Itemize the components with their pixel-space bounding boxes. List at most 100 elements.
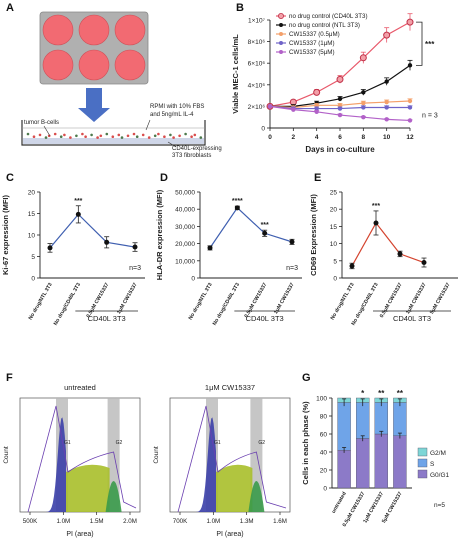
- data-point: [207, 245, 213, 251]
- s-phase-area: [216, 464, 253, 512]
- feeder-layer: [23, 138, 204, 144]
- y-axis-label: Count: [153, 446, 160, 464]
- x-tick-label: 500K: [23, 518, 38, 525]
- y-tick-label: 25: [330, 190, 338, 197]
- panel-e-cd69-chart: 0 5 10 15 20 25 CD69 Expression (MFI) *** No dru…: [309, 190, 458, 327]
- x-tick-label: 6: [338, 134, 342, 141]
- tumor-cell: [120, 136, 124, 139]
- stacked-bar-segment: [337, 449, 351, 489]
- data-point: [373, 220, 379, 226]
- x-tick-label: 1.3M: [240, 518, 254, 525]
- tumor-cell: [32, 135, 36, 138]
- gate-label: G2: [258, 440, 265, 446]
- panel-label-b: B: [236, 2, 244, 14]
- data-point: [407, 98, 413, 104]
- y-tick-label: 8×10⁶: [248, 39, 266, 46]
- series-line: [351, 221, 425, 267]
- tumor-cell: [172, 136, 175, 139]
- x-tick-label: 0: [268, 134, 272, 141]
- x-tick-label: 1μM CW15337: [116, 282, 139, 315]
- y-tick-label: 20,000: [175, 241, 195, 248]
- legend-label: G2/M: [430, 450, 446, 457]
- annotation-feeder-line-1: CD40L-expressing: [172, 146, 222, 152]
- n-annotation: n = 3: [422, 112, 438, 119]
- legend-label: no drug control (NTL 3T3): [289, 22, 360, 29]
- group-label: CD40L 3T3: [393, 314, 431, 323]
- data-point: [349, 263, 355, 269]
- panel-label-g: G: [302, 372, 311, 384]
- legend-label: no drug control (CD40L 3T3): [289, 13, 368, 20]
- data-point: [407, 63, 413, 68]
- data-point: [336, 75, 344, 83]
- group-label: CD40L 3T3: [88, 314, 126, 323]
- cells-pointer: [43, 125, 51, 137]
- panel-b-growth-chart: 0 2×10⁶ 4×10⁶ 6×10⁶ 8×10⁶ 1×10⁷ 0 2 4 6 8 10 12 Days …: [231, 13, 438, 154]
- data-point: [384, 105, 389, 110]
- tumor-cell: [141, 133, 145, 137]
- y-axis-label: Count: [3, 446, 10, 464]
- x-tick-label: untreated: [331, 491, 348, 514]
- tumor-cell: [63, 133, 66, 137]
- series-line: [209, 206, 293, 249]
- x-axis-label: Days in co-culture: [305, 145, 375, 154]
- stacked-bar-segment: [374, 402, 389, 435]
- x-tick-label: 4: [315, 134, 319, 141]
- legend-marker: [278, 13, 285, 19]
- tumor-cell: [184, 132, 187, 136]
- panel-g-cell-cycle-chart: 0 20 40 60 80 100 Cells in each phase (%) untre…: [301, 389, 450, 528]
- y-tick-label: 20: [330, 207, 338, 214]
- well: [114, 14, 146, 46]
- x-tick-label: No drug/NTL 3T3: [188, 282, 214, 321]
- data-point: [384, 99, 389, 105]
- y-tick-label: 5: [333, 258, 337, 265]
- annotation-cells: tumor B-cells: [24, 120, 59, 126]
- tumor-cell: [84, 135, 87, 138]
- stacked-bar-segment: [393, 435, 407, 489]
- g2-peak: [248, 481, 265, 512]
- y-tick-label: 60: [320, 432, 328, 439]
- n-annotation: n=5: [434, 502, 445, 509]
- tumor-cell: [132, 132, 136, 136]
- data-point: [104, 239, 110, 245]
- gate-label: G2: [116, 440, 123, 446]
- x-tick-label: 1.0M: [206, 518, 220, 525]
- x-tick-label: 1.5M: [90, 518, 104, 525]
- y-axis-label: Viable MEC-1 cells/mL: [231, 34, 240, 114]
- tumor-cell: [59, 135, 63, 138]
- y-tick-label: 100: [316, 396, 327, 403]
- tumor-cell: [26, 132, 30, 136]
- stacked-bar-segment: [337, 402, 351, 451]
- tumor-cell: [169, 133, 172, 137]
- y-tick-label: 80: [320, 414, 328, 421]
- tumor-cell: [178, 134, 181, 138]
- histogram-outline: [27, 405, 137, 513]
- x-axis-label: PI (area): [66, 531, 93, 538]
- tumor-cell: [193, 133, 197, 137]
- data-point: [337, 96, 343, 102]
- legend-marker: [279, 50, 283, 54]
- data-point: [421, 260, 427, 266]
- panel-label-e: E: [314, 172, 322, 184]
- y-tick-label: 10,000: [175, 258, 195, 265]
- group-label: CD40L 3T3: [246, 314, 284, 323]
- tumor-cell: [190, 135, 193, 138]
- legend-marker: [279, 41, 283, 45]
- significance-label: ***: [74, 198, 82, 205]
- tumor-cell: [105, 132, 109, 136]
- panel-c-ki67-chart: 0 5 10 15 20 Ki-67 expression (MFI) *** No drug…: [1, 190, 145, 327]
- data-point: [397, 251, 403, 257]
- feeder-pointer: [167, 141, 177, 148]
- data-point: [262, 230, 268, 236]
- annotation-media-line-1: RPMI with 10% FBS: [150, 104, 204, 110]
- y-tick-label: 40,000: [175, 207, 195, 214]
- panel-d-hladr-chart: 0 10,000 20,000 30,000 40,000 50,000 HLA-DR ex…: [155, 189, 302, 327]
- legend-swatch: [417, 469, 428, 479]
- data-point: [406, 18, 414, 26]
- legend-label: CW15337 (1μM): [289, 40, 335, 47]
- tumor-cell: [163, 135, 166, 138]
- y-tick-label: 20: [28, 190, 36, 197]
- s-phase-area: [66, 464, 110, 512]
- data-point: [314, 103, 319, 108]
- y-tick-label: 6×10⁶: [248, 61, 266, 68]
- y-tick-label: 0: [261, 126, 265, 133]
